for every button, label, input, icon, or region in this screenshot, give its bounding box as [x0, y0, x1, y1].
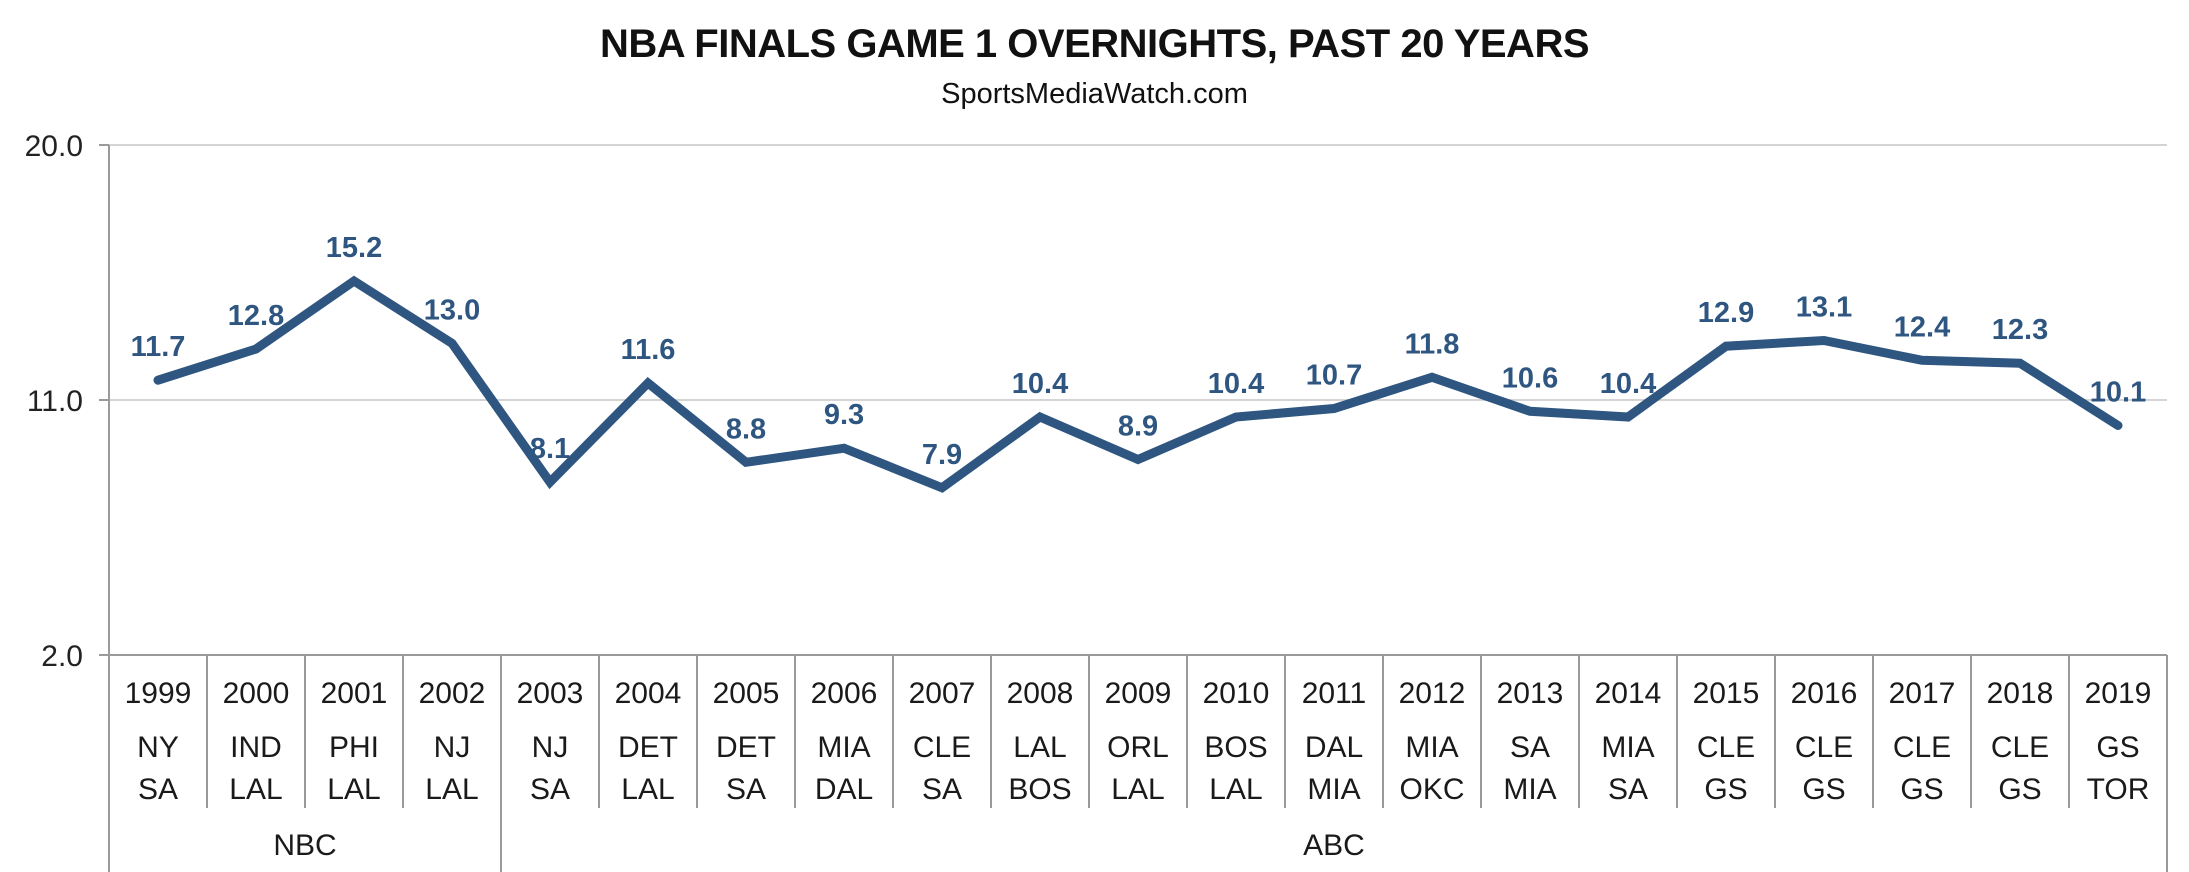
chart-title: NBA FINALS GAME 1 OVERNIGHTS, PAST 20 YE…: [599, 22, 1590, 66]
y-tick-label: 20.0: [25, 130, 83, 163]
x-tick-label-team1: ORL: [1107, 731, 1169, 764]
data-label: 11.6: [621, 334, 676, 366]
x-tick-label-team2: LAL: [1209, 773, 1262, 806]
x-tick-label-year: 2003: [517, 677, 584, 710]
data-label: 11.8: [1405, 328, 1460, 360]
data-label: 10.1: [2090, 377, 2146, 409]
x-tick-label-team2: GS: [1802, 773, 1845, 806]
y-tick-labels: 20.0 11.0 2.0: [25, 130, 83, 673]
series-line-group: [153, 275, 2123, 493]
x-tick-label-team1: NJ: [434, 731, 471, 764]
data-label: 13.0: [424, 294, 480, 326]
x-tick-label-year: 2015: [1693, 677, 1760, 710]
data-label: 10.4: [1600, 368, 1656, 400]
x-tick-label-team2: SA: [138, 773, 178, 806]
x-tick-label-team2: GS: [1704, 773, 1747, 806]
x-tick-label-team2: GS: [1998, 773, 2041, 806]
x-tick-label-team2: GS: [1900, 773, 1943, 806]
x-tick-label-team2: DAL: [815, 773, 873, 806]
data-label: 8.9: [1118, 411, 1158, 443]
x-tick-label-team1: DET: [618, 731, 678, 764]
x-tick-label-year: 2001: [321, 677, 388, 710]
x-tick-label-year: 2005: [713, 677, 780, 710]
x-tick-label-team1: CLE: [1795, 731, 1853, 764]
x-tick-label-team2: LAL: [1111, 773, 1164, 806]
x-tick-label-team2: MIA: [1307, 773, 1360, 806]
y-tick-label: 11.0: [27, 385, 83, 418]
data-label: 10.6: [1502, 362, 1558, 394]
x-tick-label-team2: LAL: [425, 773, 478, 806]
y-tick-label: 2.0: [41, 640, 83, 673]
x-tick-label-team2: SA: [1608, 773, 1648, 806]
x-tick-label-year: 2017: [1889, 677, 1956, 710]
x-tick-label-year: 2004: [615, 677, 682, 710]
network-label: ABC: [1303, 829, 1365, 862]
x-tick-label-team1: SA: [1510, 731, 1550, 764]
x-tick-label-team1: DET: [716, 731, 776, 764]
x-tick-label-team1: NY: [137, 731, 179, 764]
data-label: 15.2: [326, 232, 382, 264]
x-tick-label-team1: CLE: [1893, 731, 1951, 764]
data-label: 7.9: [922, 439, 962, 471]
axes: [99, 144, 2168, 872]
data-label: 11.7: [131, 331, 186, 363]
x-tick-label-year: 1999: [125, 677, 192, 710]
x-tick-label-team2: OKC: [1399, 773, 1464, 806]
x-tick-label-year: 2013: [1497, 677, 1564, 710]
x-tick-label-team1: CLE: [913, 731, 971, 764]
x-tick-label-year: 2009: [1105, 677, 1172, 710]
x-tick-label-team1: LAL: [1013, 731, 1066, 764]
x-tick-label-team1: CLE: [1991, 731, 2049, 764]
x-tick-label-year: 2008: [1007, 677, 1074, 710]
x-tick-label-year: 2018: [1987, 677, 2054, 710]
network-labels: NBC ABC: [273, 829, 1365, 862]
x-tick-label-year: 2016: [1791, 677, 1858, 710]
x-tick-label-team2: SA: [530, 773, 570, 806]
x-tick-label-team1: MIA: [1405, 731, 1458, 764]
x-tick-label-team1: PHI: [329, 731, 379, 764]
x-tick-label-year: 2002: [419, 677, 486, 710]
x-tick-label-year: 2010: [1203, 677, 1270, 710]
data-label: 12.3: [1992, 314, 2048, 346]
data-label: 8.8: [726, 413, 766, 445]
x-tick-label-team1: CLE: [1697, 731, 1755, 764]
x-tick-label-team2: TOR: [2087, 773, 2150, 806]
x-tick-label-year: 2012: [1399, 677, 1466, 710]
x-tick-label-year: 2006: [811, 677, 878, 710]
x-tick-label-team2: SA: [922, 773, 962, 806]
data-label: 9.3: [824, 399, 864, 431]
x-tick-label-team1: BOS: [1204, 731, 1267, 764]
data-label: 10.4: [1208, 368, 1264, 400]
chart-subtitle: SportsMediaWatch.com: [941, 78, 1248, 110]
data-label: 10.7: [1306, 360, 1362, 392]
x-tick-label-team2: LAL: [327, 773, 380, 806]
x-tick-label-year: 2019: [2085, 677, 2152, 710]
x-tick-label-team1: IND: [230, 731, 282, 764]
x-tick-label-year: 2000: [223, 677, 290, 710]
x-category-labels: 1999 NY SA 2000 IND LAL 2001 PHI LAL 2002 NJ LAL 200…: [125, 677, 2152, 806]
x-tick-label-year: 2014: [1595, 677, 1662, 710]
x-tick-label-team2: MIA: [1503, 773, 1556, 806]
data-label: 13.1: [1796, 292, 1852, 324]
x-tick-label-team2: SA: [726, 773, 766, 806]
data-labels: 11.7 12.8 15.2 13.0 8.1 11.6 8.8 9.3 7.9 10.4 8.9 1…: [131, 232, 2147, 471]
x-tick-label-team1: DAL: [1305, 731, 1363, 764]
x-tick-label-team2: BOS: [1008, 773, 1071, 806]
x-tick-label-team2: LAL: [621, 773, 674, 806]
x-tick-label-team1: MIA: [817, 731, 870, 764]
x-tick-label-team1: MIA: [1601, 731, 1654, 764]
data-label: 12.8: [228, 300, 284, 332]
gridlines: [109, 144, 2167, 656]
x-tick-label-team1: NJ: [532, 731, 569, 764]
data-label: 8.1: [530, 433, 570, 465]
network-label: NBC: [273, 829, 336, 862]
x-tick-label-year: 2011: [1302, 677, 1367, 710]
x-tick-label-team2: LAL: [229, 773, 282, 806]
data-label: 10.4: [1012, 368, 1068, 400]
data-label: 12.9: [1698, 297, 1754, 329]
x-tick-label-year: 2007: [909, 677, 976, 710]
data-label: 12.4: [1894, 311, 1950, 343]
x-tick-label-team1: GS: [2096, 731, 2139, 764]
